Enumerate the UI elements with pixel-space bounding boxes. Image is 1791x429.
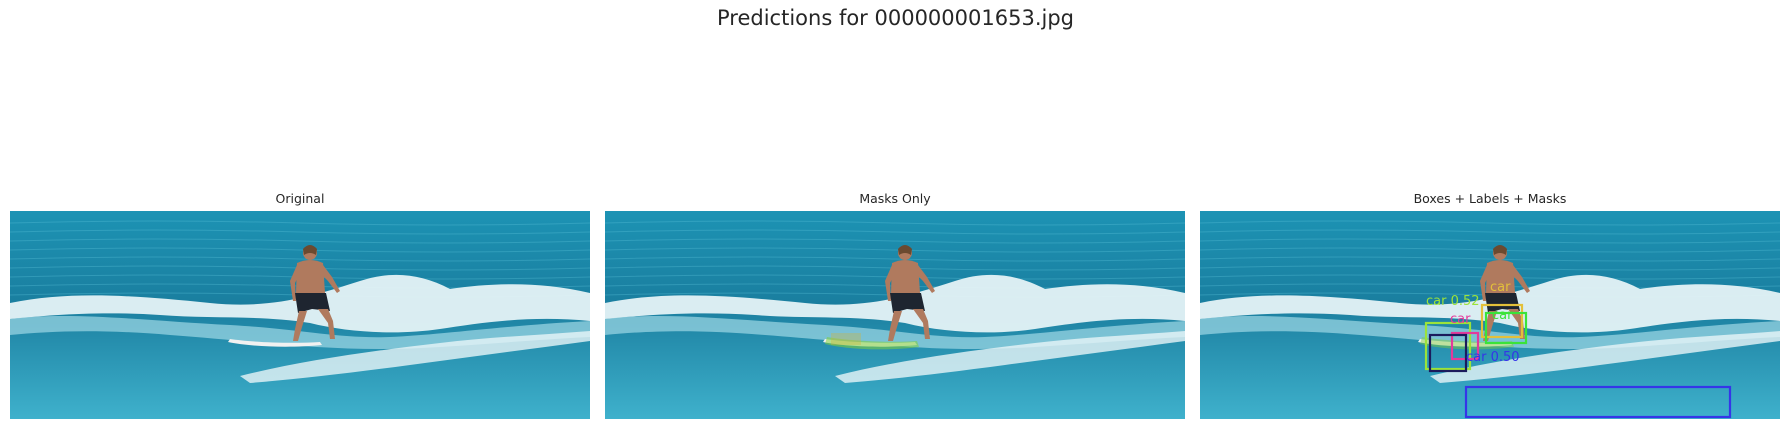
surfer-hair (898, 245, 912, 255)
detection-box (1464, 385, 1732, 419)
surfer (885, 245, 935, 341)
surfer-torso (296, 260, 325, 295)
figure-title: Predictions for 000000001653.jpg (717, 6, 1074, 30)
ripple (605, 238, 1185, 244)
detection-box (1428, 333, 1468, 373)
surfer-left-leg (888, 311, 902, 341)
surfer-right-arm (1510, 265, 1530, 293)
detection-box (1424, 321, 1472, 371)
surfer-left-arm (885, 265, 896, 301)
detection-box (1480, 303, 1524, 339)
ripple (605, 247, 1185, 253)
ripple (1200, 256, 1780, 262)
panel-masks-only (605, 211, 1185, 419)
ripple (10, 238, 590, 244)
surfer-right-leg (1508, 309, 1525, 339)
ripple (605, 220, 1185, 226)
whitewater (240, 331, 590, 383)
surfer-torso (891, 260, 920, 295)
ripple (10, 256, 590, 262)
surfboard (228, 339, 322, 347)
surfer-left-arm (290, 265, 301, 301)
panel-title-masks: Masks Only (859, 191, 931, 206)
whitewater (835, 331, 1185, 383)
ripple (10, 247, 590, 253)
surfer-right-leg (318, 309, 335, 339)
detection-label: car (1450, 312, 1471, 327)
ripple (1200, 247, 1780, 253)
ripple (10, 220, 590, 226)
ripple (10, 229, 590, 235)
panel-title-original: Original (275, 191, 325, 206)
image-boxes-labels-masks: car 0.50 car 0.52 car car car (1200, 211, 1780, 419)
ripple (605, 229, 1185, 235)
detection-label: car 0.50 (1466, 350, 1520, 365)
ripple (1200, 229, 1780, 235)
whitewater (1430, 331, 1780, 383)
mask-spray (831, 333, 861, 345)
surfer-right-leg (913, 309, 930, 339)
panel-boxes-labels-masks: car 0.50 car 0.52 car car car (1200, 211, 1780, 419)
surfer-right-arm (915, 265, 935, 293)
surfer-torso (1486, 260, 1515, 295)
panel-title-boxes: Boxes + Labels + Masks (1413, 191, 1567, 206)
ripple (605, 256, 1185, 262)
mask-surfboard (825, 337, 919, 350)
surfer-left-arm (1480, 265, 1491, 301)
image-masks-only (605, 211, 1185, 419)
surfer-shorts (295, 293, 330, 313)
surfer (1480, 245, 1530, 341)
surfer-shorts (1485, 293, 1520, 313)
detection-label: car 0.52 (1426, 294, 1480, 309)
surfer-left-leg (293, 311, 307, 341)
ripple (1200, 220, 1780, 226)
surfer-right-arm (320, 265, 340, 293)
image-original (10, 211, 590, 419)
detection-box (1484, 311, 1528, 345)
surfer (290, 245, 340, 341)
surfer-shorts (890, 293, 925, 313)
surfer-hair (303, 245, 317, 255)
detection-label: car (1490, 280, 1511, 295)
detection-label: car (1492, 308, 1513, 323)
surfer-hair (1493, 245, 1507, 255)
ripple (1200, 238, 1780, 244)
panel-original (10, 211, 590, 419)
